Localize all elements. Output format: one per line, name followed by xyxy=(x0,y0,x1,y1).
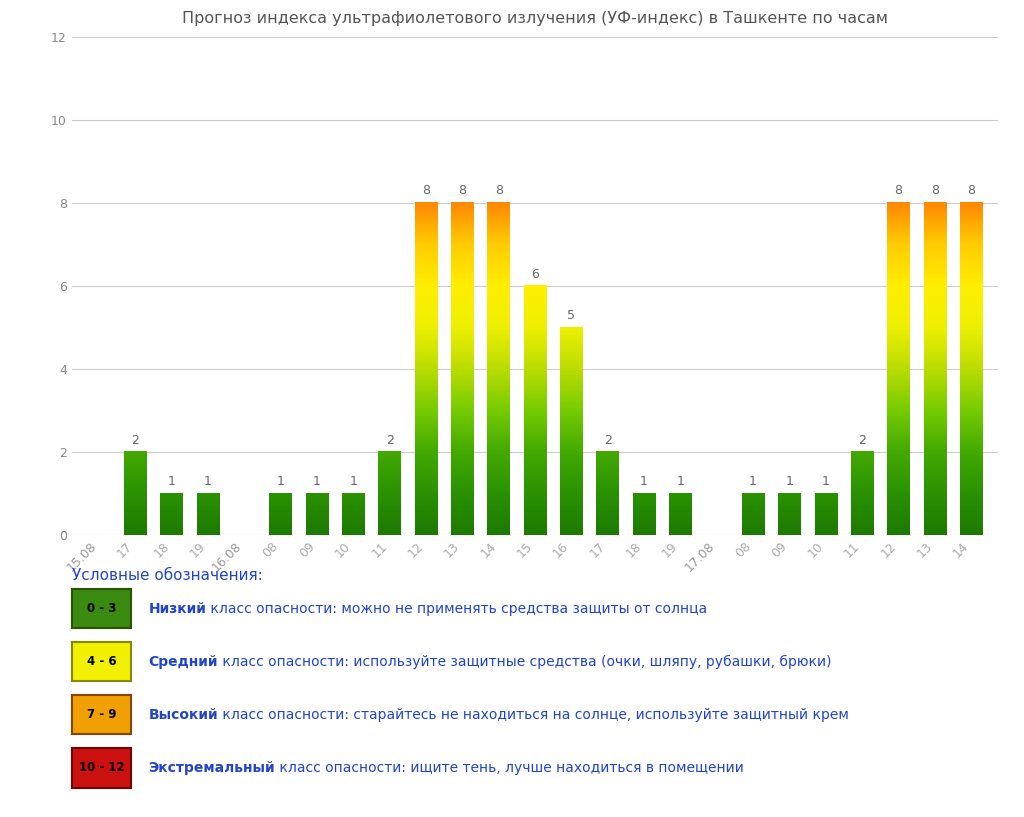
Text: 8: 8 xyxy=(931,185,939,198)
Text: 1: 1 xyxy=(168,475,175,489)
Text: 2: 2 xyxy=(604,434,611,447)
Text: 1: 1 xyxy=(640,475,648,489)
Text: класс опасности: ищите тень, лучше находиться в помещении: класс опасности: ищите тень, лучше наход… xyxy=(275,761,744,775)
Text: Низкий: Низкий xyxy=(148,601,207,616)
Text: класс опасности: старайтесь не находиться на солнце, используйте защитный крем: класс опасности: старайтесь не находитьс… xyxy=(218,708,849,722)
Text: 2: 2 xyxy=(386,434,393,447)
Text: Высокий: Высокий xyxy=(148,708,218,722)
Text: 7 - 9: 7 - 9 xyxy=(87,708,116,721)
Text: 1: 1 xyxy=(276,475,285,489)
Text: 8: 8 xyxy=(967,185,975,198)
Text: 10 - 12: 10 - 12 xyxy=(79,761,124,775)
Text: класс опасности: используйте защитные средства (очки, шляпу, рубашки, брюки): класс опасности: используйте защитные ср… xyxy=(218,654,831,669)
Text: 8: 8 xyxy=(894,185,902,198)
Text: 8: 8 xyxy=(422,185,430,198)
Text: Средний: Средний xyxy=(148,654,218,669)
Text: класс опасности: можно не применять средства защиты от солнца: класс опасности: можно не применять сред… xyxy=(207,601,708,616)
Text: 1: 1 xyxy=(785,475,794,489)
Text: 8: 8 xyxy=(459,185,466,198)
Text: Условные обозначения:: Условные обозначения: xyxy=(72,568,262,583)
Text: 1: 1 xyxy=(349,475,357,489)
Text: 0 - 3: 0 - 3 xyxy=(87,602,116,615)
Text: 1: 1 xyxy=(750,475,757,489)
Text: 1: 1 xyxy=(677,475,684,489)
Text: 4 - 6: 4 - 6 xyxy=(87,655,116,668)
Text: 1: 1 xyxy=(313,475,321,489)
Text: 2: 2 xyxy=(131,434,139,447)
Title: Прогноз индекса ультрафиолетового излучения (УФ-индекс) в Ташкенте по часам: Прогноз индекса ультрафиолетового излуче… xyxy=(182,11,888,26)
Text: 2: 2 xyxy=(858,434,866,447)
Text: Экстремальный: Экстремальный xyxy=(148,761,275,775)
Text: 6: 6 xyxy=(531,267,539,280)
Text: 1: 1 xyxy=(204,475,212,489)
Text: 8: 8 xyxy=(495,185,503,198)
Text: 5: 5 xyxy=(567,309,575,322)
Text: 1: 1 xyxy=(822,475,829,489)
